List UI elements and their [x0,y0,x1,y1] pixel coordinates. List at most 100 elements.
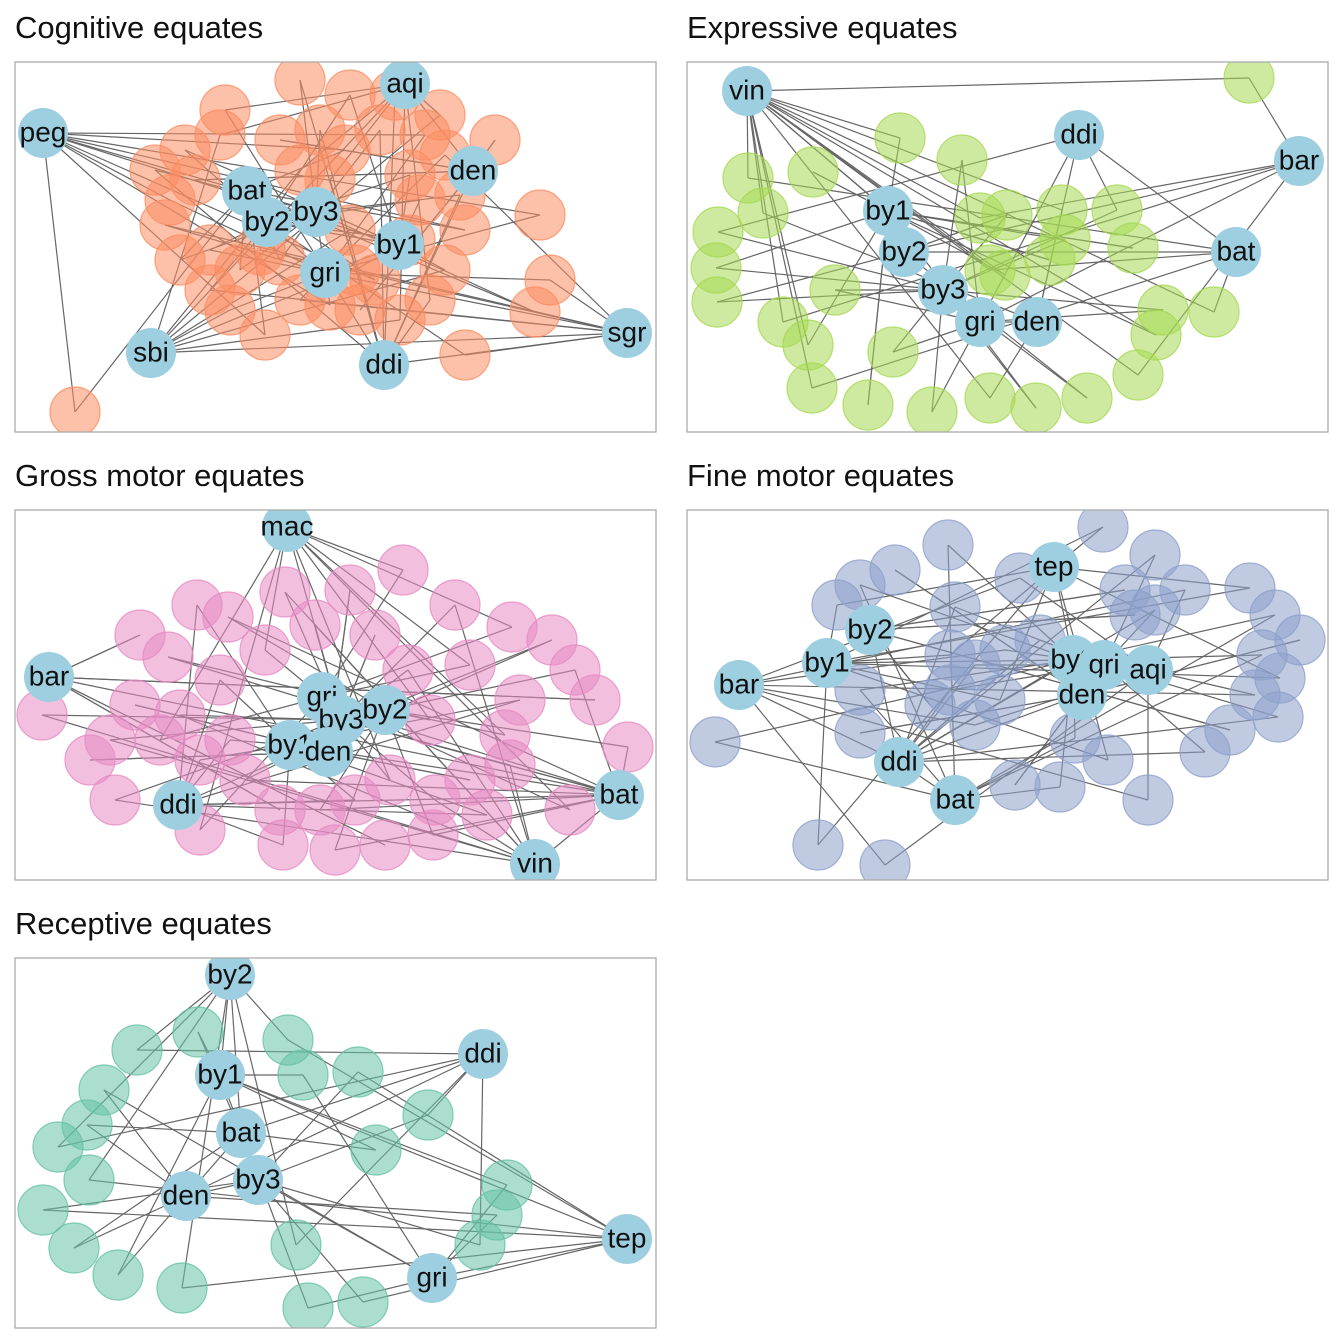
node [309,824,361,876]
node [454,1219,506,1271]
node-label: bar [1279,144,1319,175]
node-label: by2 [847,613,892,644]
node-label: bar [29,660,69,691]
node [1034,761,1086,813]
labelled-node [161,1171,211,1221]
node [1010,382,1062,432]
edge [150,114,441,354]
labelled-node [1057,670,1107,720]
node [439,329,491,381]
edge [257,1114,429,1181]
node [259,566,311,618]
node [787,146,839,198]
node-label: sbi [133,336,169,367]
labelled-node [1211,227,1261,277]
edge [717,231,944,291]
edge [746,90,901,139]
node [989,759,1041,811]
labelled-node [602,1214,652,1264]
edge [286,526,391,781]
node [689,716,741,768]
node [172,1006,224,1058]
node [1188,286,1240,338]
node-label: bat [1217,235,1256,266]
node-label: ddi [464,1037,501,1068]
edge [714,741,956,801]
node [792,819,844,871]
edge [185,1195,498,1216]
labelled-node [359,340,409,390]
node-label: den [1059,678,1106,709]
labelled-node [510,839,560,880]
labelled-node [802,638,852,688]
panel-frame [14,509,657,881]
labelled-node [262,510,312,552]
node [1091,184,1143,236]
node-label: ddi [880,745,917,776]
node [202,591,254,643]
labelled-node [242,197,292,247]
node-label: vin [729,74,765,105]
node [377,544,429,596]
node [874,112,926,164]
node-label: gri [309,256,340,287]
node [204,714,256,766]
node [1129,529,1181,581]
node-label: aqi [386,67,423,98]
node [194,109,246,161]
node [349,609,401,661]
labelled-node [602,308,652,358]
edge [286,526,471,666]
edge [229,974,242,1134]
labelled-node [1274,136,1324,186]
node [809,264,861,316]
labelled-node [126,328,176,378]
node [89,774,141,826]
labelled-node [291,187,341,237]
panel-title: Expressive equates [687,10,958,45]
node [954,192,1006,244]
node [509,286,561,338]
labelled-node [360,685,410,735]
node [332,1046,384,1098]
node [270,1219,322,1271]
node-label: by2 [244,205,289,236]
node-label: by2 [207,958,252,989]
node [239,624,291,676]
node [184,224,236,276]
node [359,819,411,871]
labelled-node [918,265,968,315]
node [569,674,621,726]
panel-frame [14,957,657,1329]
node [156,1262,208,1314]
node-label: by3 [920,273,965,304]
edge [869,614,1136,631]
node-label: tep [608,1222,647,1253]
labelled-node [303,727,353,777]
panel-title: Receptive equates [15,906,272,941]
edge [257,1179,433,1279]
node [194,654,246,706]
labelled-node [594,770,644,820]
node [782,319,834,371]
node-label: by1 [804,646,849,677]
labelled-node [18,108,68,158]
node [337,1276,389,1328]
node-label: ddi [159,788,196,819]
node-label: den [1014,305,1061,336]
node-label: gri [964,305,995,336]
edge [898,751,1206,763]
labelled-node [195,1050,245,1100]
node-label: by1 [865,194,910,225]
node [867,326,919,378]
node [277,1049,329,1101]
node-label: bat [936,783,975,814]
node [1109,589,1161,641]
labelled-node [24,652,74,702]
labelled-node [874,737,924,787]
node [834,707,886,759]
node [48,1222,100,1274]
node [324,564,376,616]
